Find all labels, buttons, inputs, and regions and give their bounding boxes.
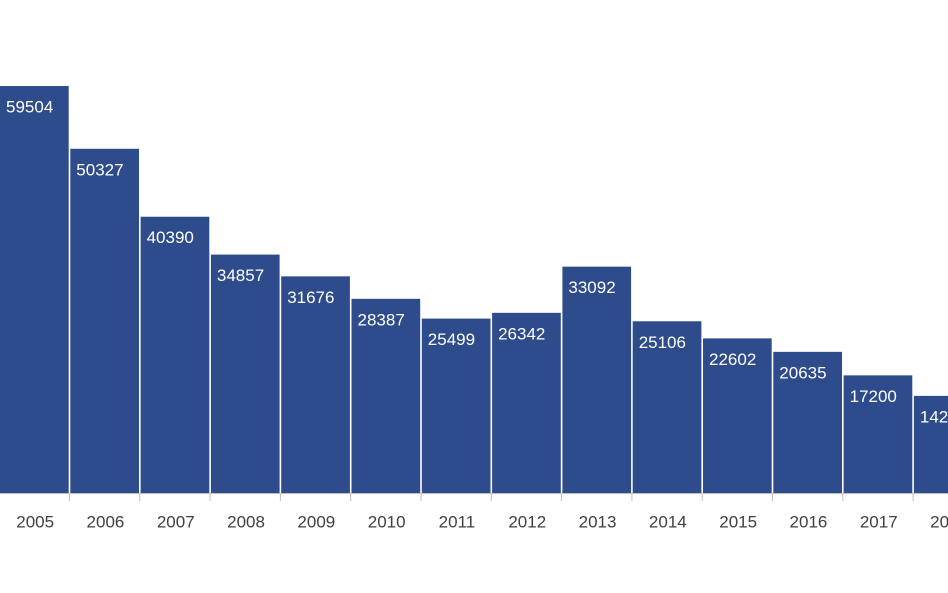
data-label: 25499: [428, 330, 475, 349]
bar: [140, 216, 210, 493]
bar: [281, 276, 350, 493]
bar: [843, 375, 913, 493]
data-label: 34857: [217, 266, 264, 285]
data-label: 33092: [568, 278, 615, 297]
data-label: 40390: [147, 228, 194, 247]
data-label: 59504: [6, 97, 53, 116]
bar: [351, 298, 421, 493]
x-tick-label: 2012: [508, 512, 546, 531]
x-tick-label: 2006: [87, 512, 125, 531]
bar: [703, 338, 772, 493]
x-tick-label: 2016: [790, 512, 828, 531]
data-label: 25106: [639, 333, 686, 352]
bar: [913, 395, 948, 493]
bar: [210, 254, 280, 493]
x-tick-label: 2013: [579, 512, 617, 531]
x-tick-label: 2008: [227, 512, 265, 531]
data-label: 14200: [920, 407, 948, 426]
data-label: 31676: [287, 288, 334, 307]
bar: [70, 148, 139, 494]
x-tick-label: 2005: [16, 512, 54, 531]
x-tick-label: 2017: [860, 512, 898, 531]
x-tick-label: 2007: [157, 512, 195, 531]
bar: [773, 351, 842, 493]
x-tick-label: 2014: [649, 512, 687, 531]
data-label: 22602: [709, 350, 756, 369]
data-label: 17200: [850, 387, 897, 406]
x-tick-label: 2010: [368, 512, 406, 531]
bar: [421, 318, 491, 493]
data-label: 28387: [358, 310, 405, 329]
bar: [562, 266, 632, 493]
data-label: 50327: [76, 160, 123, 179]
bar: [492, 312, 561, 493]
x-tick-label: 2015: [719, 512, 757, 531]
data-label: 26342: [498, 324, 545, 343]
x-tick-label: 2011: [439, 512, 476, 531]
x-tick-label: 2009: [297, 512, 335, 531]
bar: [632, 321, 702, 493]
data-label: 20635: [779, 363, 826, 382]
x-tick-label: 2018: [930, 512, 948, 531]
bar: [0, 86, 69, 493]
